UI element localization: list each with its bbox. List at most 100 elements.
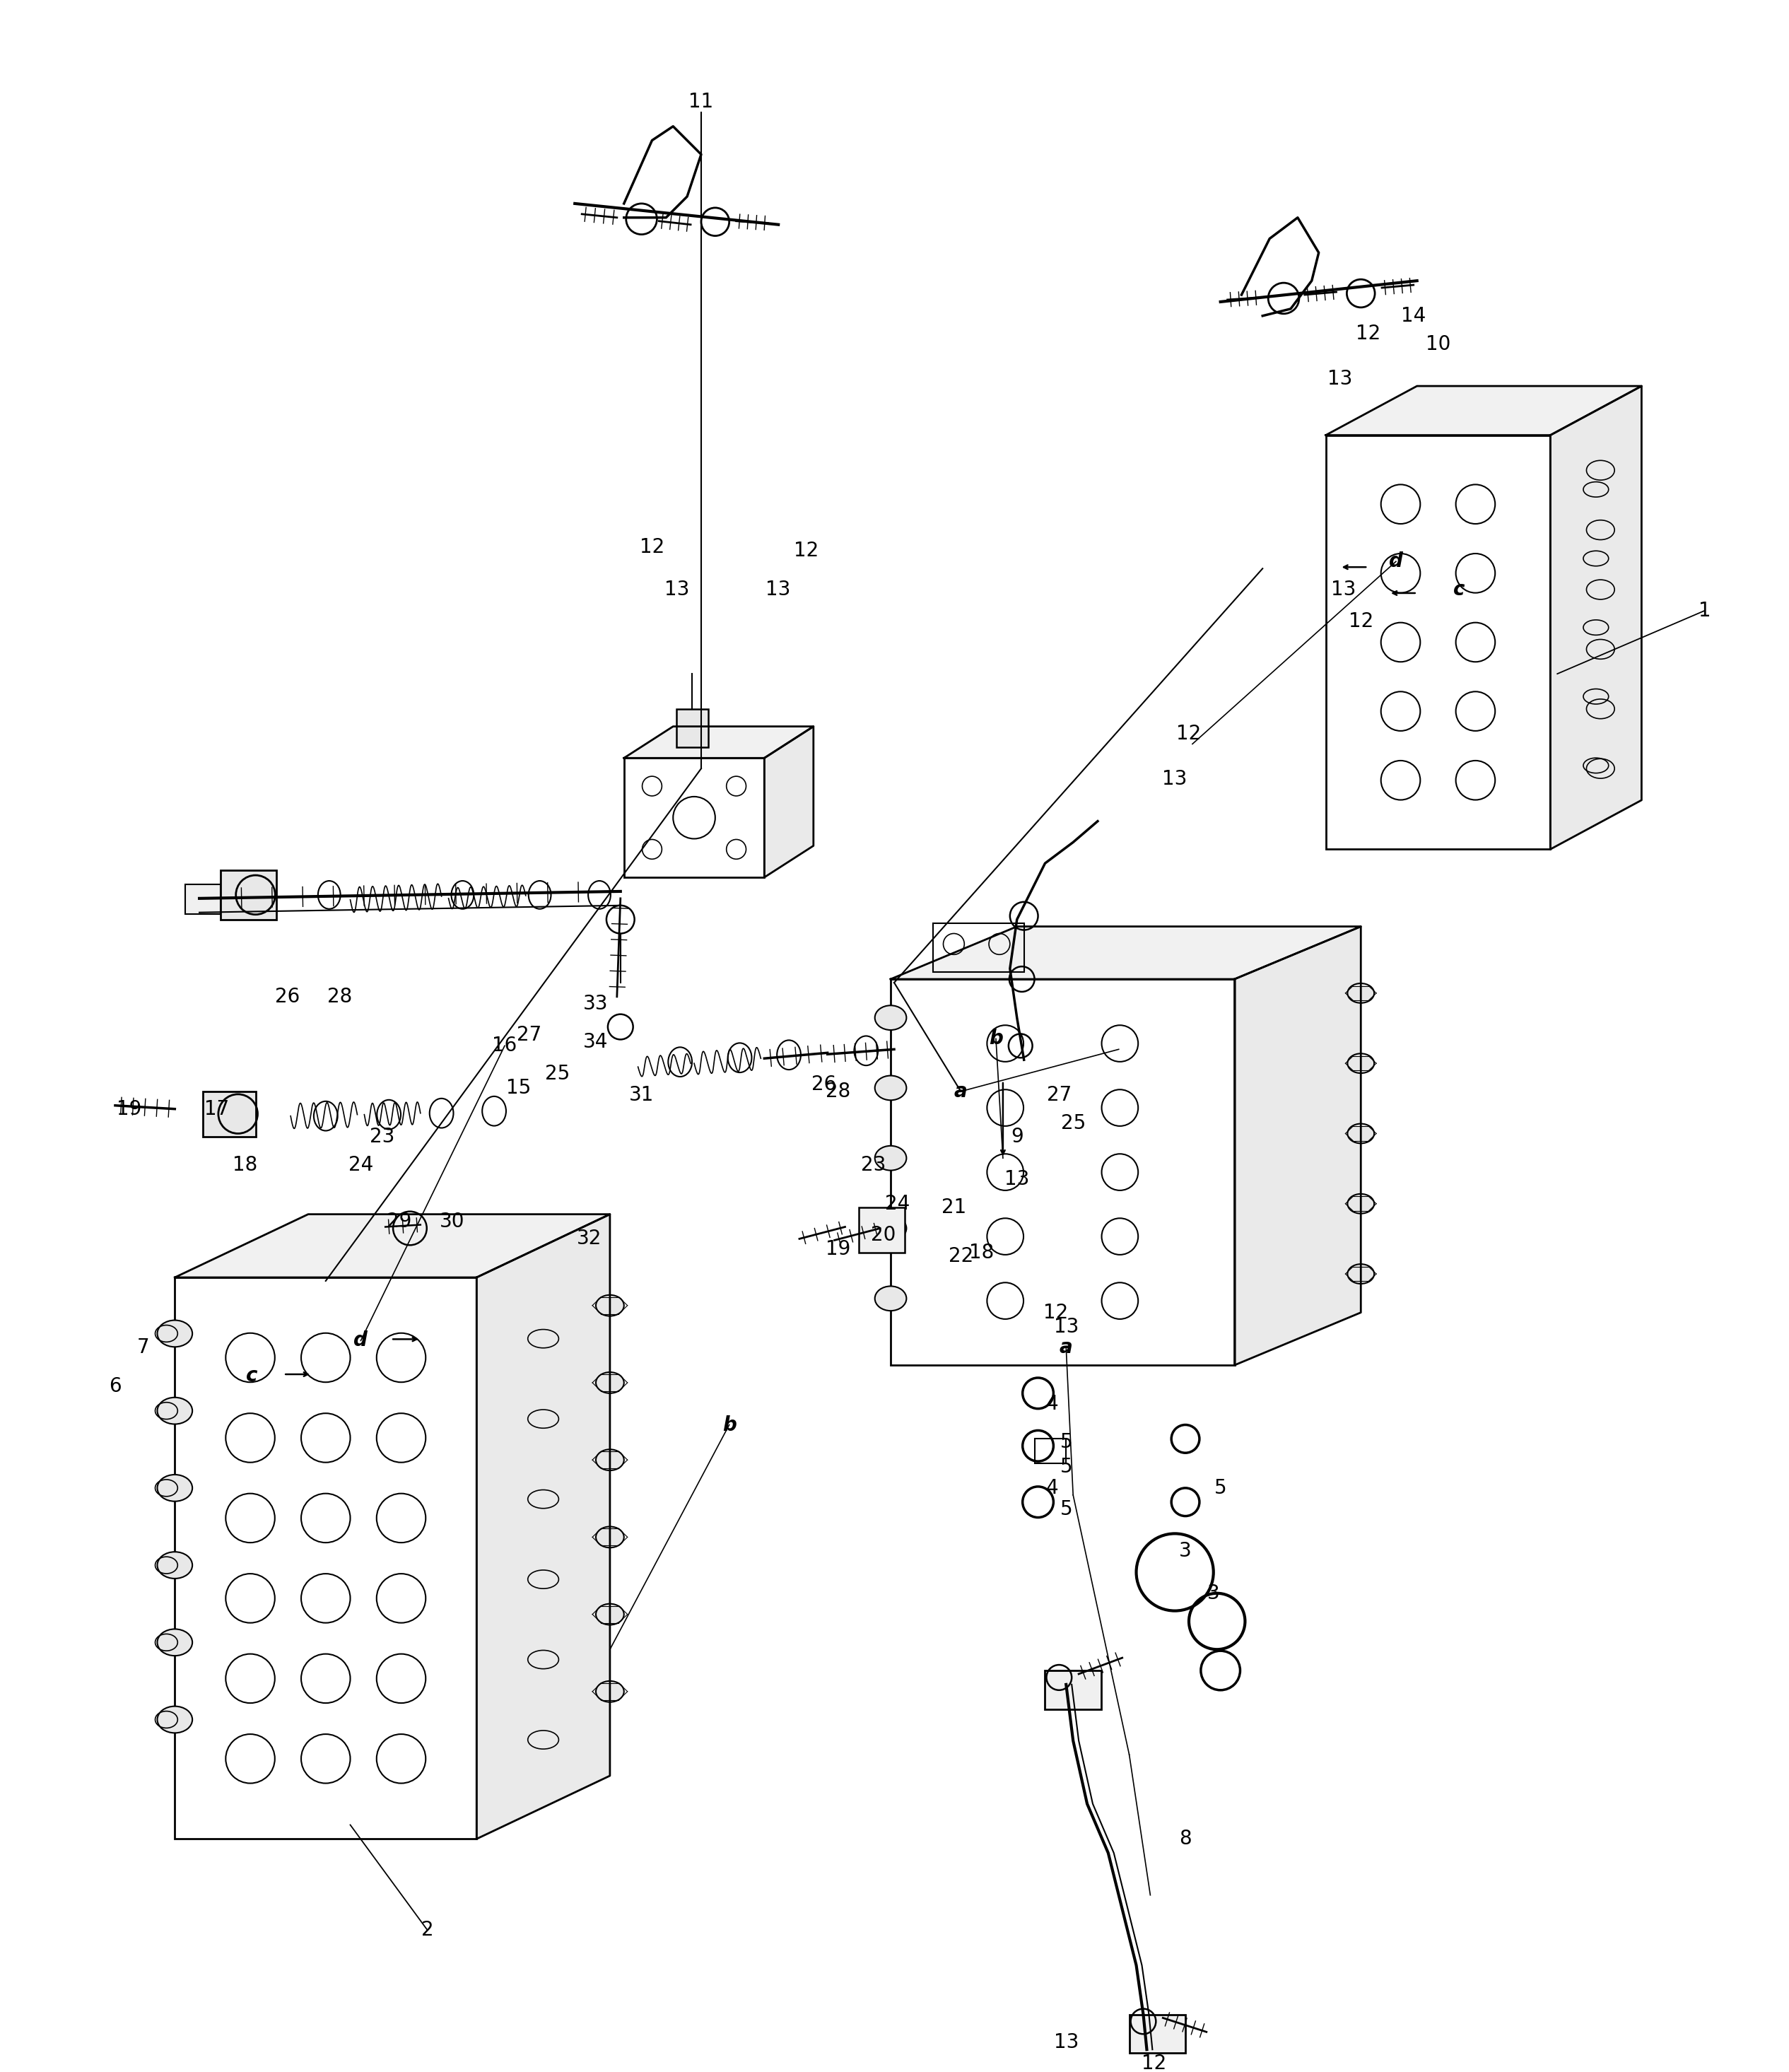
Bar (932, 922, 1023, 972)
Text: 12: 12 (1043, 1303, 1068, 1322)
Polygon shape (764, 727, 814, 876)
Text: 25: 25 (546, 1065, 569, 1084)
Text: 26: 26 (276, 986, 299, 1007)
Bar (676, 709, 708, 748)
Text: 32: 32 (576, 1229, 601, 1249)
Ellipse shape (875, 1075, 907, 1100)
Text: 14: 14 (1401, 307, 1426, 325)
Text: 6: 6 (109, 1376, 122, 1397)
Bar (1326, 435, 1551, 850)
Ellipse shape (157, 1552, 193, 1579)
Ellipse shape (157, 1629, 193, 1656)
Ellipse shape (875, 1005, 907, 1030)
Text: b: b (723, 1415, 737, 1434)
Text: 13: 13 (664, 580, 689, 599)
Text: 23: 23 (369, 1127, 394, 1148)
Text: 12: 12 (640, 537, 664, 557)
Polygon shape (891, 926, 1361, 980)
Polygon shape (624, 727, 814, 758)
Text: 3: 3 (1179, 1542, 1191, 1560)
Text: 18: 18 (233, 1156, 258, 1175)
Text: 13: 13 (1327, 369, 1352, 390)
Text: 16: 16 (492, 1036, 517, 1057)
Text: 10: 10 (1426, 334, 1451, 354)
Ellipse shape (596, 1450, 624, 1471)
Bar (1129, 2014, 1186, 2053)
Text: 27: 27 (517, 1026, 542, 1044)
Text: 5: 5 (1059, 1432, 1072, 1452)
Text: 12: 12 (1177, 723, 1202, 744)
Ellipse shape (596, 1604, 624, 1624)
Ellipse shape (596, 1527, 624, 1548)
Text: 19: 19 (825, 1239, 850, 1260)
Text: 33: 33 (583, 995, 608, 1013)
Ellipse shape (1347, 984, 1374, 1003)
Text: 29: 29 (386, 1212, 411, 1231)
Text: 4: 4 (1047, 1394, 1059, 1413)
Polygon shape (1326, 385, 1642, 435)
Text: 26: 26 (812, 1075, 837, 1094)
Bar (1045, 1670, 1102, 1709)
Text: 13: 13 (1054, 1316, 1079, 1336)
Bar (186, 885, 220, 914)
Ellipse shape (875, 1216, 907, 1241)
Ellipse shape (157, 1320, 193, 1347)
Text: 8: 8 (1179, 1830, 1191, 1848)
Text: 12: 12 (794, 541, 819, 562)
Text: 24: 24 (349, 1156, 374, 1175)
Polygon shape (175, 1214, 610, 1278)
Text: 13: 13 (1054, 2033, 1079, 2053)
Ellipse shape (157, 1705, 193, 1732)
Ellipse shape (596, 1372, 624, 1392)
Bar (202, 1092, 256, 1138)
Text: 1: 1 (1698, 601, 1710, 620)
Text: 13: 13 (1163, 769, 1188, 789)
Text: 28: 28 (327, 986, 352, 1007)
Text: a: a (1059, 1339, 1073, 1357)
Text: 20: 20 (871, 1225, 896, 1245)
Text: 21: 21 (941, 1198, 966, 1216)
Text: 18: 18 (970, 1243, 995, 1262)
Text: 28: 28 (825, 1082, 850, 1102)
Ellipse shape (596, 1680, 624, 1701)
Ellipse shape (875, 1146, 907, 1171)
Text: 34: 34 (583, 1032, 608, 1053)
Text: 13: 13 (1004, 1169, 1029, 1189)
Text: c: c (1453, 580, 1465, 599)
Text: 12: 12 (1349, 611, 1374, 632)
Bar (624, 758, 764, 876)
Text: d: d (354, 1330, 369, 1351)
Polygon shape (1551, 385, 1642, 850)
Text: 27: 27 (1047, 1086, 1072, 1104)
Text: 17: 17 (204, 1098, 229, 1119)
Bar (220, 870, 277, 920)
Text: 4: 4 (1047, 1477, 1059, 1498)
Bar (175, 1278, 476, 1840)
Ellipse shape (1347, 1053, 1374, 1073)
Bar (891, 980, 1234, 1365)
Text: 23: 23 (861, 1156, 886, 1175)
Text: 12: 12 (1141, 2053, 1166, 2072)
Text: 3: 3 (1208, 1583, 1220, 1604)
Ellipse shape (596, 1295, 624, 1316)
Polygon shape (476, 1214, 610, 1840)
Text: 13: 13 (1331, 580, 1356, 599)
Text: c: c (247, 1365, 258, 1386)
Bar (1034, 1438, 1066, 1463)
Ellipse shape (1347, 1193, 1374, 1214)
Text: 19: 19 (116, 1098, 141, 1119)
Text: 11: 11 (689, 91, 714, 112)
Text: 5: 5 (1215, 1477, 1227, 1498)
Text: 22: 22 (948, 1247, 973, 1266)
Text: 13: 13 (766, 580, 791, 599)
Text: 31: 31 (630, 1086, 655, 1104)
Text: 9: 9 (1011, 1127, 1023, 1148)
Text: 12: 12 (1356, 323, 1381, 344)
Bar (859, 1208, 905, 1254)
Text: 5: 5 (1059, 1500, 1072, 1519)
Ellipse shape (1347, 1264, 1374, 1285)
Text: 15: 15 (506, 1077, 531, 1098)
Ellipse shape (1347, 1123, 1374, 1144)
Text: a: a (954, 1082, 968, 1102)
Text: 2: 2 (420, 1921, 433, 1939)
